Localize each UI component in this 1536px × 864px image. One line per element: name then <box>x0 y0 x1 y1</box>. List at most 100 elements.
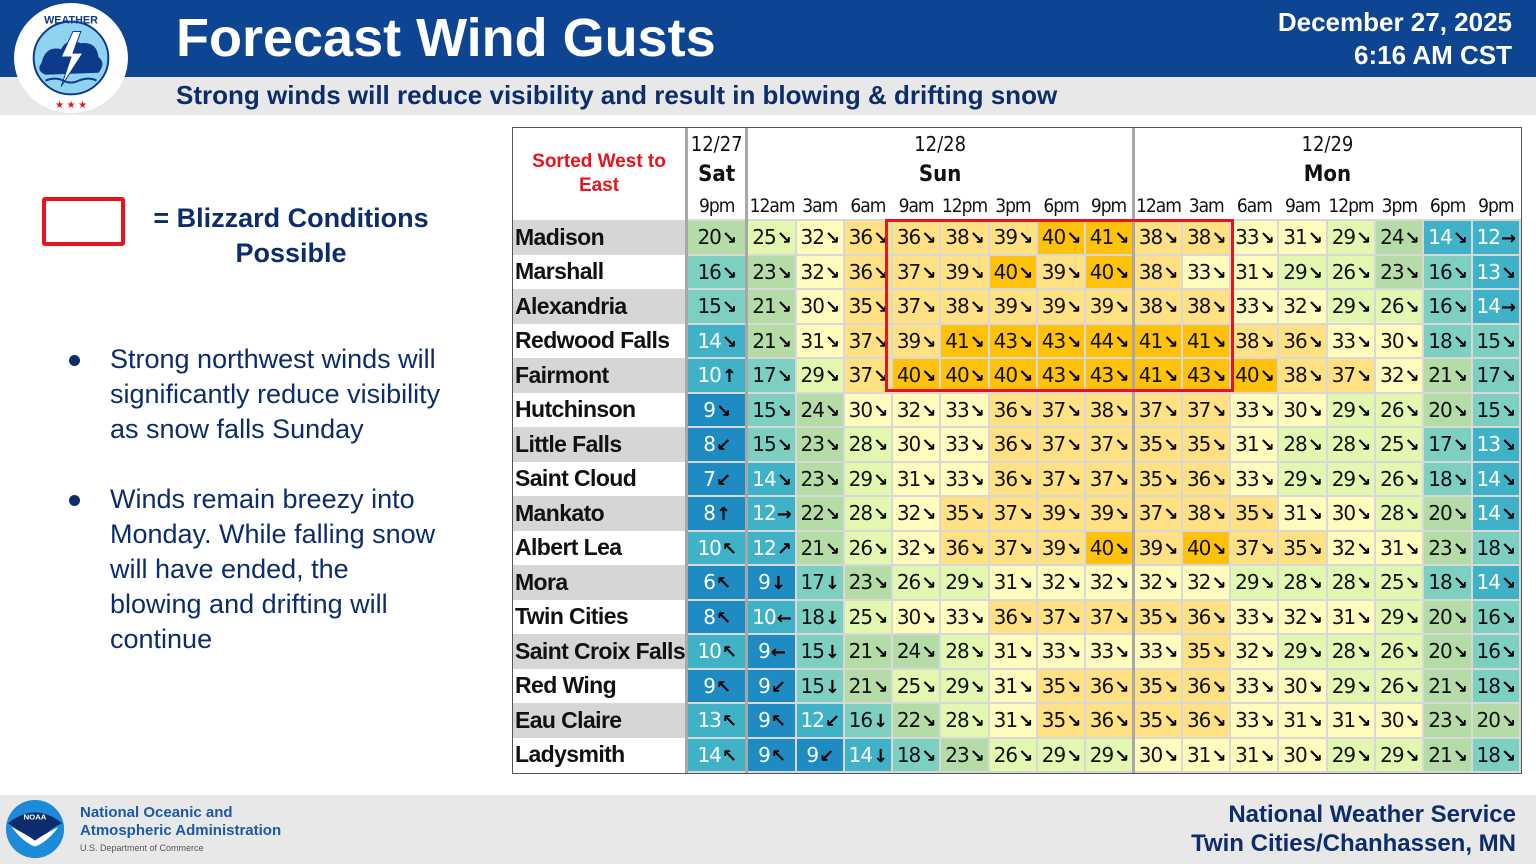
gust-cell: 35↘ <box>1131 426 1184 463</box>
gust-value: 21 <box>848 639 873 664</box>
gust-value: 31 <box>1380 535 1404 560</box>
table-row: Mankato 8↑ 12→ 22↘ 28↘ 32↘ 35↘ 37↘ 39↘ 39↘ 37↘ 38↘ 3… <box>513 495 1522 532</box>
gust-value: 31 <box>993 708 1018 733</box>
wind-direction-arrow-icon: ↘ <box>1211 745 1226 767</box>
gust-cell: 43↘ <box>1181 357 1232 394</box>
gust-value: 20 <box>1428 604 1452 629</box>
gust-cell: 14↘ <box>1470 460 1522 497</box>
wind-direction-arrow-icon: ↘ <box>1356 676 1371 698</box>
issue-datetime: December 27, 2025 6:16 AM CST <box>1278 6 1512 72</box>
gust-cell: 20↘ <box>685 219 748 256</box>
wind-direction-arrow-icon: ↘ <box>969 711 985 733</box>
gust-value: 31 <box>1283 708 1307 733</box>
wind-direction-arrow-icon: ↘ <box>1163 262 1178 284</box>
gust-cell: 29↘ <box>1277 633 1328 670</box>
time-header: 12pm <box>941 194 988 217</box>
wind-direction-arrow-icon: ↘ <box>1307 435 1323 457</box>
gust-value: 29 <box>1331 466 1356 491</box>
gust-cell: 41↘ <box>1131 322 1184 359</box>
gust-value: 17 <box>752 363 776 388</box>
wind-direction-arrow-icon: ↘ <box>969 400 985 422</box>
wind-direction-arrow-icon: ↘ <box>1452 228 1468 250</box>
wind-direction-arrow-icon: ← <box>770 642 786 664</box>
gust-grid: Sorted West to East 12/27 12/28 12/29 Sat Sun… <box>513 128 1522 773</box>
bullet-item: Strong northwest winds will significantl… <box>66 342 446 447</box>
time-header: 6am <box>1236 194 1273 217</box>
table-row: Saint Cloud 7↙ 14↘ 23↘ 29↘ 31↘ 33↘ 36↘ 37↘ 37↘ 35↘… <box>513 460 1522 497</box>
gust-value: 32 <box>1089 570 1114 595</box>
gust-cell: 37↘ <box>1035 426 1087 463</box>
gust-cell: 15↘ <box>745 426 797 463</box>
wind-direction-arrow-icon: ↘ <box>1163 745 1178 767</box>
wind-direction-arrow-icon: ↘ <box>1066 228 1081 250</box>
gust-value: 38 <box>945 294 969 319</box>
gust-cell: 9↘ <box>685 391 748 428</box>
gust-value: 21 <box>800 535 824 560</box>
wind-direction-arrow-icon: ↘ <box>1259 711 1275 733</box>
wind-direction-arrow-icon: ↘ <box>1452 469 1468 491</box>
gust-cell: 38↘ <box>1181 219 1232 256</box>
wind-direction-arrow-icon: ↘ <box>1163 711 1178 733</box>
gust-cell: 30↘ <box>842 391 894 428</box>
gust-value: 36 <box>993 432 1018 457</box>
gust-value: 21 <box>1428 673 1452 698</box>
gust-cell: 13↘ <box>1470 253 1522 290</box>
gust-cell: 36↘ <box>987 391 1038 428</box>
gust-value: 33 <box>1186 259 1211 284</box>
wind-direction-arrow-icon: ↘ <box>1500 331 1516 353</box>
gust-value: 39 <box>1041 501 1066 526</box>
wind-direction-arrow-icon: ↘ <box>873 366 888 388</box>
gust-value: 9 <box>758 639 771 664</box>
gust-value: 36 <box>1283 328 1307 353</box>
wind-direction-arrow-icon: ↘ <box>1404 262 1420 284</box>
gust-cell: 30↘ <box>794 288 845 325</box>
header-bar <box>0 0 1536 77</box>
gust-value: 21 <box>848 673 873 698</box>
gust-value: 38 <box>1186 294 1211 319</box>
wind-direction-arrow-icon: ↘ <box>1211 228 1226 250</box>
gust-cell: 18↘ <box>1422 564 1473 601</box>
time-header: 3am <box>1188 194 1225 217</box>
gust-cell: 23↘ <box>794 460 845 497</box>
wind-direction-arrow-icon: ↘ <box>921 607 936 629</box>
gust-cell: 29↘ <box>842 460 894 497</box>
gust-value: 32 <box>1041 570 1066 595</box>
gust-value: 18 <box>1476 673 1501 698</box>
gust-cell: 9↙ <box>794 736 845 773</box>
wind-direction-arrow-icon: ↘ <box>1452 607 1468 629</box>
gust-cell: 36↘ <box>1181 598 1232 635</box>
gust-cell: 39↘ <box>1035 529 1087 566</box>
wind-direction-arrow-icon: ↘ <box>1259 676 1275 698</box>
gust-value: 32 <box>1235 639 1259 664</box>
gust-value: 30 <box>1283 397 1307 422</box>
gust-value: 26 <box>1380 397 1404 422</box>
gust-cell: 23↘ <box>745 253 797 290</box>
gust-cell: 18↘ <box>890 736 942 773</box>
gust-cell: 9↖ <box>745 702 797 739</box>
gust-value: 39 <box>1138 535 1163 560</box>
wind-direction-arrow-icon: ↘ <box>1404 676 1420 698</box>
gust-cell: 30↘ <box>1374 322 1425 359</box>
gust-cell: 23↘ <box>1374 253 1425 290</box>
gust-cell: 33↘ <box>1229 667 1280 704</box>
gust-value: 14 <box>1476 294 1501 319</box>
wind-direction-arrow-icon: ↘ <box>1404 435 1420 457</box>
gust-value: 33 <box>1235 604 1259 629</box>
wind-direction-arrow-icon: ↘ <box>1356 745 1371 767</box>
gust-cell: 36↘ <box>987 426 1038 463</box>
wind-direction-arrow-icon: ↖ <box>721 538 737 560</box>
gust-value: 29 <box>1089 742 1114 767</box>
gust-cell: 15↘ <box>685 288 748 325</box>
wind-direction-arrow-icon: ↘ <box>969 573 985 595</box>
gust-cell: 37↘ <box>1084 598 1135 635</box>
gust-value: 37 <box>1235 535 1259 560</box>
city-name: Albert Lea <box>515 534 622 561</box>
gust-cell: 33↘ <box>1229 598 1280 635</box>
gust-cell: 33↘ <box>1131 633 1184 670</box>
gust-cell: 17↘ <box>1470 357 1522 394</box>
gust-value: 39 <box>993 294 1018 319</box>
gust-cell: 21↘ <box>794 529 845 566</box>
wind-direction-arrow-icon: ↘ <box>1500 573 1516 595</box>
gust-cell: 25↘ <box>745 219 797 256</box>
wind-direction-arrow-icon: ↙ <box>819 745 834 767</box>
